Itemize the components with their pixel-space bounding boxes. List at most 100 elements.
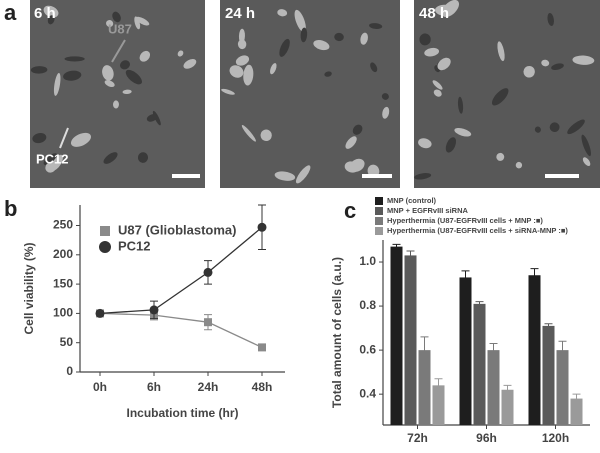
error-bar (544, 323, 553, 329)
arrow (111, 39, 126, 63)
x-tick-label: 48h (252, 380, 273, 394)
cell (581, 134, 591, 157)
legend-label: Hyperthermia (U87-EGFRvIII cells + siRNA… (387, 226, 568, 235)
scale-bar (545, 174, 579, 178)
cell (414, 173, 432, 180)
cell (344, 161, 359, 173)
error-bar (434, 378, 443, 392)
y-axis-label: Total amount of cells (a.u.) (330, 257, 344, 408)
cell (277, 9, 288, 17)
cell (43, 153, 58, 166)
bar (418, 350, 431, 425)
x-tick-label: 0h (93, 380, 107, 394)
cell (567, 119, 585, 135)
cell (491, 88, 509, 106)
cell (243, 64, 254, 86)
line (99, 226, 263, 315)
bar (570, 398, 583, 425)
cell (534, 126, 541, 133)
legend-marker (375, 207, 383, 215)
x-tick-label: 6h (147, 380, 161, 394)
bar (473, 303, 486, 425)
micrograph (220, 0, 400, 188)
cell (381, 93, 389, 100)
cell (183, 59, 197, 69)
cell (370, 62, 378, 73)
cell (424, 47, 440, 57)
cell (120, 60, 130, 70)
cell (229, 65, 244, 78)
legend-marker (375, 227, 383, 235)
y-tick-label: 0 (66, 364, 73, 378)
error-bar (475, 301, 484, 307)
bar (542, 325, 555, 425)
cell (274, 171, 296, 181)
error-bar (461, 270, 470, 285)
cell (63, 70, 82, 81)
cell (432, 80, 443, 90)
cell (541, 59, 550, 67)
bar (432, 385, 445, 425)
legend-marker (375, 197, 383, 205)
cell (433, 89, 442, 97)
cell (345, 136, 357, 149)
panel-label: a (4, 0, 17, 25)
cell (360, 32, 368, 45)
x-tick-label: 24h (198, 380, 219, 394)
cell (146, 114, 158, 122)
legend-marker (100, 226, 110, 236)
cell (300, 27, 308, 43)
cell (572, 55, 595, 65)
cell (445, 137, 457, 153)
error-bar (489, 343, 498, 357)
bar (459, 277, 472, 425)
cell (137, 152, 149, 163)
cell (454, 127, 472, 137)
micrographs (30, 0, 600, 188)
y-tick-label: 0.4 (359, 386, 376, 400)
bar (556, 350, 569, 425)
legend-marker (375, 217, 383, 225)
cell (134, 16, 141, 30)
cell-label: PC12 (36, 151, 69, 166)
legend-label: MNP + EGFRvIII siRNA (387, 206, 469, 215)
cell (260, 129, 272, 142)
cell (547, 12, 554, 26)
cell (139, 50, 151, 62)
error-bar (530, 268, 539, 282)
y-tick-label: 50 (60, 335, 74, 349)
cell (515, 161, 523, 169)
y-tick-label: 0.8 (359, 298, 376, 312)
cell (334, 32, 344, 42)
legend-label: PC12 (118, 238, 151, 253)
y-tick-label: 150 (53, 276, 73, 290)
error-bar (572, 393, 581, 403)
error-bar (420, 336, 429, 364)
cell (382, 106, 390, 119)
cell (177, 50, 184, 57)
cell (112, 100, 119, 109)
error-bar (558, 340, 567, 359)
cell (47, 15, 55, 25)
image-label: 48 h (419, 5, 449, 22)
cell (294, 9, 306, 33)
cell (419, 33, 431, 46)
panel-label: b (4, 196, 17, 221)
line (99, 312, 263, 348)
image-label: 6 h (34, 5, 56, 22)
cell (237, 39, 247, 50)
cell (437, 57, 451, 71)
cell (295, 165, 311, 184)
cell (235, 55, 250, 66)
x-tick-label: 120h (542, 431, 569, 445)
cell (125, 69, 142, 85)
cell (551, 63, 564, 70)
cell (53, 72, 61, 96)
cell (103, 152, 118, 164)
cell (523, 65, 535, 78)
scale-bar (362, 174, 392, 178)
y-tick-label: 200 (53, 247, 73, 261)
cell (313, 39, 330, 51)
point (95, 308, 105, 318)
cell (30, 66, 48, 74)
